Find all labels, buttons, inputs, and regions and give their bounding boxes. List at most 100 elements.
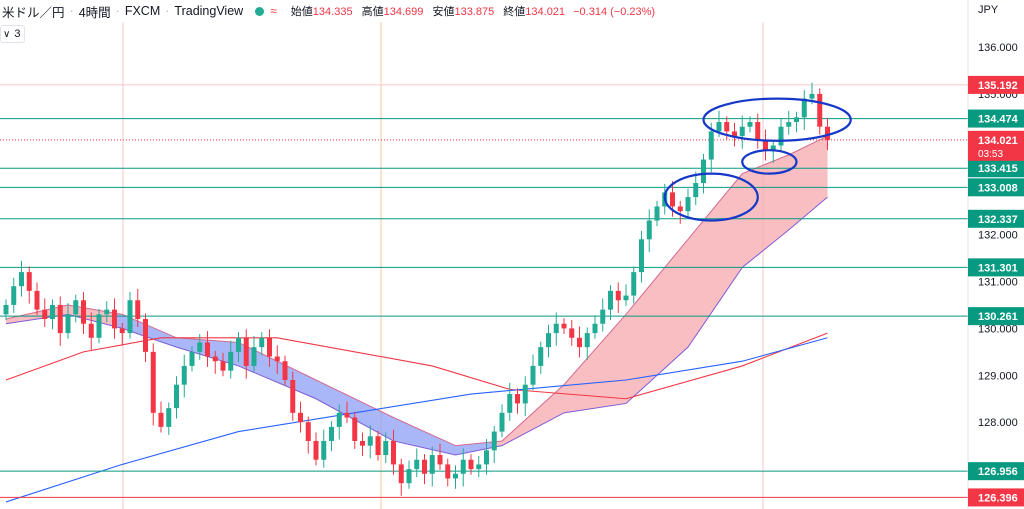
price-label-bg <box>968 488 1024 507</box>
candle <box>367 436 373 446</box>
candle <box>817 93 823 127</box>
candle <box>119 328 125 334</box>
candle <box>445 464 451 479</box>
candle <box>809 93 815 99</box>
level-label: 126.956 <box>978 466 1018 478</box>
cloud-segment <box>494 136 828 448</box>
candle <box>615 290 621 301</box>
candle <box>677 206 683 212</box>
candle <box>460 459 466 474</box>
candle <box>321 440 327 460</box>
symbol-name[interactable]: 米ドル／円 <box>2 5 65 20</box>
candle <box>507 394 513 413</box>
countdown-label: 03:53 <box>978 149 1003 160</box>
annotation-ellipse <box>663 172 759 222</box>
level-label: 132.337 <box>978 214 1018 226</box>
cloud-edge <box>5 196 828 456</box>
chevron-down-icon: ∨ <box>3 28 11 40</box>
candle <box>42 309 48 320</box>
candle <box>158 412 164 427</box>
candle <box>290 379 296 413</box>
candle <box>631 272 637 296</box>
y-tick-label: 132.000 <box>978 230 1018 242</box>
ma-blue-line <box>5 337 828 503</box>
candle <box>654 206 660 221</box>
high-value: 134.699 <box>383 6 424 18</box>
candle <box>212 356 218 362</box>
candle <box>267 337 272 357</box>
cloud-segment <box>114 312 495 456</box>
candle <box>577 337 582 348</box>
candle <box>778 126 784 146</box>
ichimoku-cloud <box>5 135 828 456</box>
level-label: 133.008 <box>978 182 1018 194</box>
ma-red-line <box>5 332 828 400</box>
high-label: 高値 <box>361 6 384 18</box>
separator-dot: · <box>69 4 74 18</box>
candle <box>406 469 412 484</box>
price-axis[interactable]: 136.000135.000132.000131.000130.000129.0… <box>967 0 1024 509</box>
candle <box>313 440 319 460</box>
candle <box>344 412 350 418</box>
candle <box>600 309 606 324</box>
ohlc-values: 始値134.335 高値134.699 安値133.875 終値134.021 … <box>285 3 655 19</box>
candle <box>522 384 528 404</box>
candle <box>476 464 482 470</box>
candle <box>414 459 420 470</box>
market-open-icon <box>255 6 265 16</box>
annotation-ellipse <box>702 97 852 142</box>
candle <box>220 361 226 371</box>
candle <box>11 286 17 305</box>
candle <box>197 342 203 352</box>
candle <box>26 272 32 291</box>
low-value: 133.875 <box>454 6 495 18</box>
horizontal-levels[interactable] <box>0 84 968 498</box>
candle <box>453 473 458 479</box>
candle <box>360 440 365 446</box>
separator-dot: · <box>115 4 120 18</box>
candle <box>437 455 443 465</box>
candle <box>398 464 404 484</box>
level-label: 133.415 <box>978 163 1018 175</box>
candle <box>716 122 722 132</box>
indicator-toggle[interactable]: ∨ 3 <box>0 25 26 43</box>
price-label: 134.021 <box>978 135 1018 147</box>
candle <box>732 131 737 137</box>
candle <box>592 323 598 334</box>
candle <box>693 183 699 198</box>
close-label: 終値 <box>503 6 526 18</box>
platform-label: TradingView <box>174 4 244 18</box>
price-label-bg <box>968 130 1024 161</box>
hand-drawn-annotations[interactable] <box>663 97 852 222</box>
candle <box>259 337 265 348</box>
price-label: 135.192 <box>978 80 1018 92</box>
candle <box>181 365 187 385</box>
candle <box>685 197 691 212</box>
interval-label[interactable]: 4時間 <box>78 5 111 20</box>
chart-header: 米ドル／円 · 4時間 · FXCM · TradingView ≈ 始値134… <box>0 0 655 22</box>
candle <box>584 333 590 348</box>
candle <box>174 384 179 409</box>
candle <box>375 436 381 456</box>
level-label-bg <box>968 178 1024 197</box>
candle <box>73 300 79 315</box>
candle <box>429 455 435 474</box>
candle <box>484 450 489 465</box>
candle <box>724 122 730 132</box>
change-value: −0.314 (−0.23%) <box>573 6 656 18</box>
candle <box>553 323 559 334</box>
candle <box>825 126 830 140</box>
candle <box>670 192 675 207</box>
candle <box>127 300 133 334</box>
market-status[interactable]: ≈ <box>255 4 277 18</box>
candle <box>88 323 94 338</box>
candle <box>50 304 55 320</box>
price-label-bg <box>968 75 1024 94</box>
candle <box>708 131 714 160</box>
candle <box>468 459 474 470</box>
close-value: 134.021 <box>525 6 566 18</box>
candle <box>801 98 807 118</box>
level-label: 130.261 <box>978 311 1018 323</box>
candle <box>770 145 776 151</box>
